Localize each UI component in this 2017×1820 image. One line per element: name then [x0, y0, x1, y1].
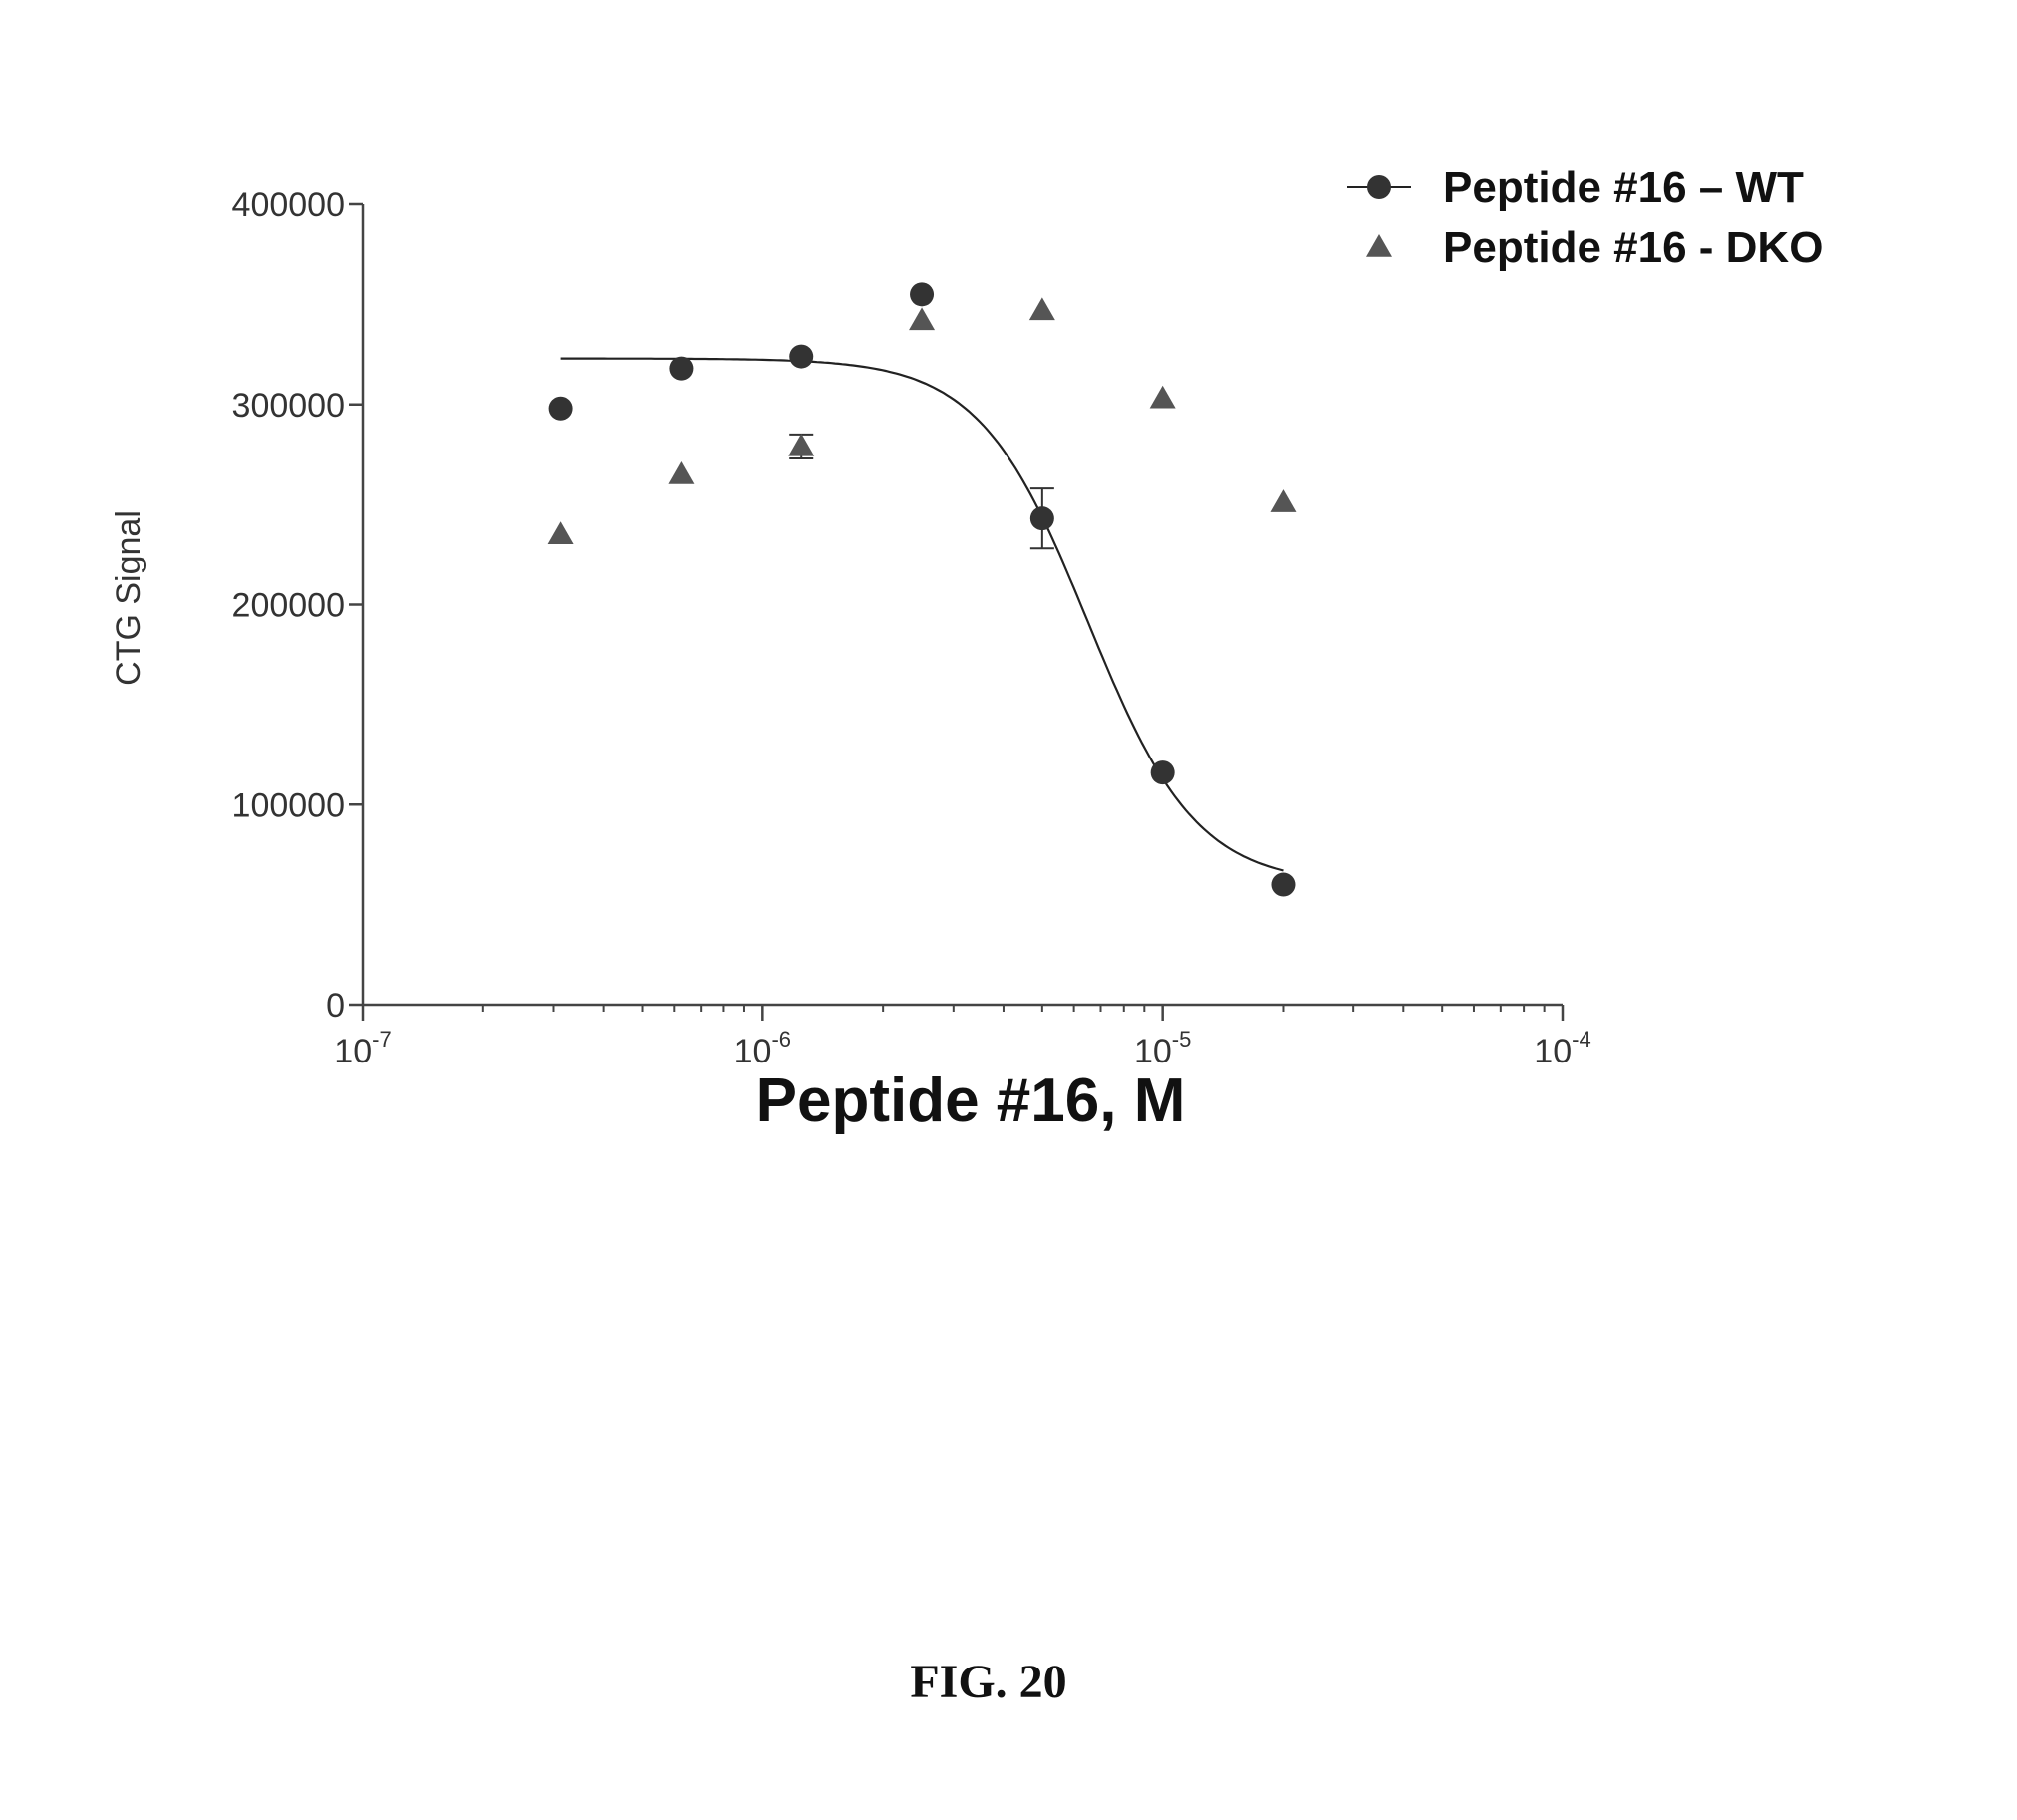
y-tick-label: 200000	[232, 587, 345, 625]
x-tick-base: 10	[1534, 1033, 1572, 1070]
x-tick-exponent: -7	[372, 1027, 392, 1052]
wt-data-point	[910, 282, 934, 306]
x-axis-title: Peptide #16, M	[756, 1066, 1186, 1135]
wt-fit-curve	[561, 359, 1284, 871]
dko-data-point	[1270, 489, 1296, 512]
y-axis: 0 100000 200000 300000 400000	[232, 186, 363, 1025]
legend-label: Peptide #16 – WT	[1443, 163, 1804, 212]
wt-data-point	[1271, 873, 1295, 897]
wt-data-point	[669, 357, 693, 381]
dko-data-point	[668, 461, 694, 484]
dko-data-point	[909, 307, 935, 330]
legend-circle-marker	[1367, 175, 1391, 199]
y-tick-label: 300000	[232, 387, 345, 425]
x-tick-label: 10-4	[1534, 1027, 1590, 1070]
wt-data-point	[549, 397, 573, 421]
legend-item: Peptide #16 - DKO	[1366, 223, 1823, 272]
dko-data-point	[1029, 297, 1055, 320]
x-tick-base: 10	[734, 1033, 772, 1070]
wt-data-point	[789, 345, 813, 369]
x-tick-base: 10	[334, 1033, 372, 1070]
figure-caption: FIG. 20	[0, 1655, 1977, 1709]
x-tick-exponent: -4	[1572, 1027, 1591, 1052]
x-tick-label: 10-6	[734, 1027, 791, 1070]
legend-item: Peptide #16 – WT	[1347, 163, 1804, 212]
y-tick-label: 100000	[232, 786, 345, 824]
dko-data-point	[548, 521, 574, 544]
series-wt	[549, 282, 1296, 896]
legend-label: Peptide #16 - DKO	[1443, 223, 1823, 272]
y-tick-label: 400000	[232, 186, 345, 224]
x-tick-label: 10-5	[1134, 1027, 1191, 1070]
dko-data-point	[788, 434, 814, 456]
series-dko	[548, 297, 1297, 544]
plot-area	[548, 282, 1297, 896]
y-tick-label: 0	[326, 987, 345, 1025]
wt-data-point	[1151, 760, 1175, 784]
x-tick-exponent: -6	[771, 1027, 791, 1052]
legend-triangle-marker	[1366, 234, 1392, 257]
wt-data-point	[1030, 506, 1054, 530]
x-axis: 10-710-610-510-4	[334, 1005, 1590, 1070]
y-axis-title: CTG Signal	[110, 510, 147, 686]
x-tick-exponent: -5	[1172, 1027, 1192, 1052]
legend: Peptide #16 – WT Peptide #16 - DKO	[1347, 163, 1823, 272]
dko-data-point	[1150, 386, 1176, 409]
x-tick-base: 10	[1134, 1033, 1172, 1070]
x-tick-label: 10-7	[334, 1027, 391, 1070]
